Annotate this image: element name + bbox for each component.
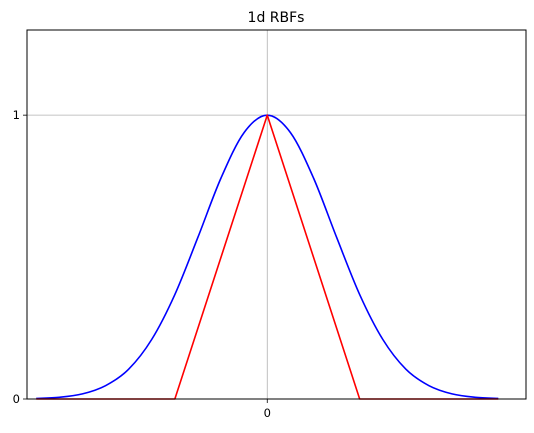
grid-lines xyxy=(27,30,526,399)
chart-title: 1d RBFs xyxy=(248,10,305,26)
y-tick-label: 0 xyxy=(13,392,20,406)
plot-frame xyxy=(26,29,527,400)
axis-ticks: 0 0 1 xyxy=(13,108,271,420)
x-tick-label: 0 xyxy=(264,406,271,420)
y-tick-label: 1 xyxy=(13,108,20,122)
